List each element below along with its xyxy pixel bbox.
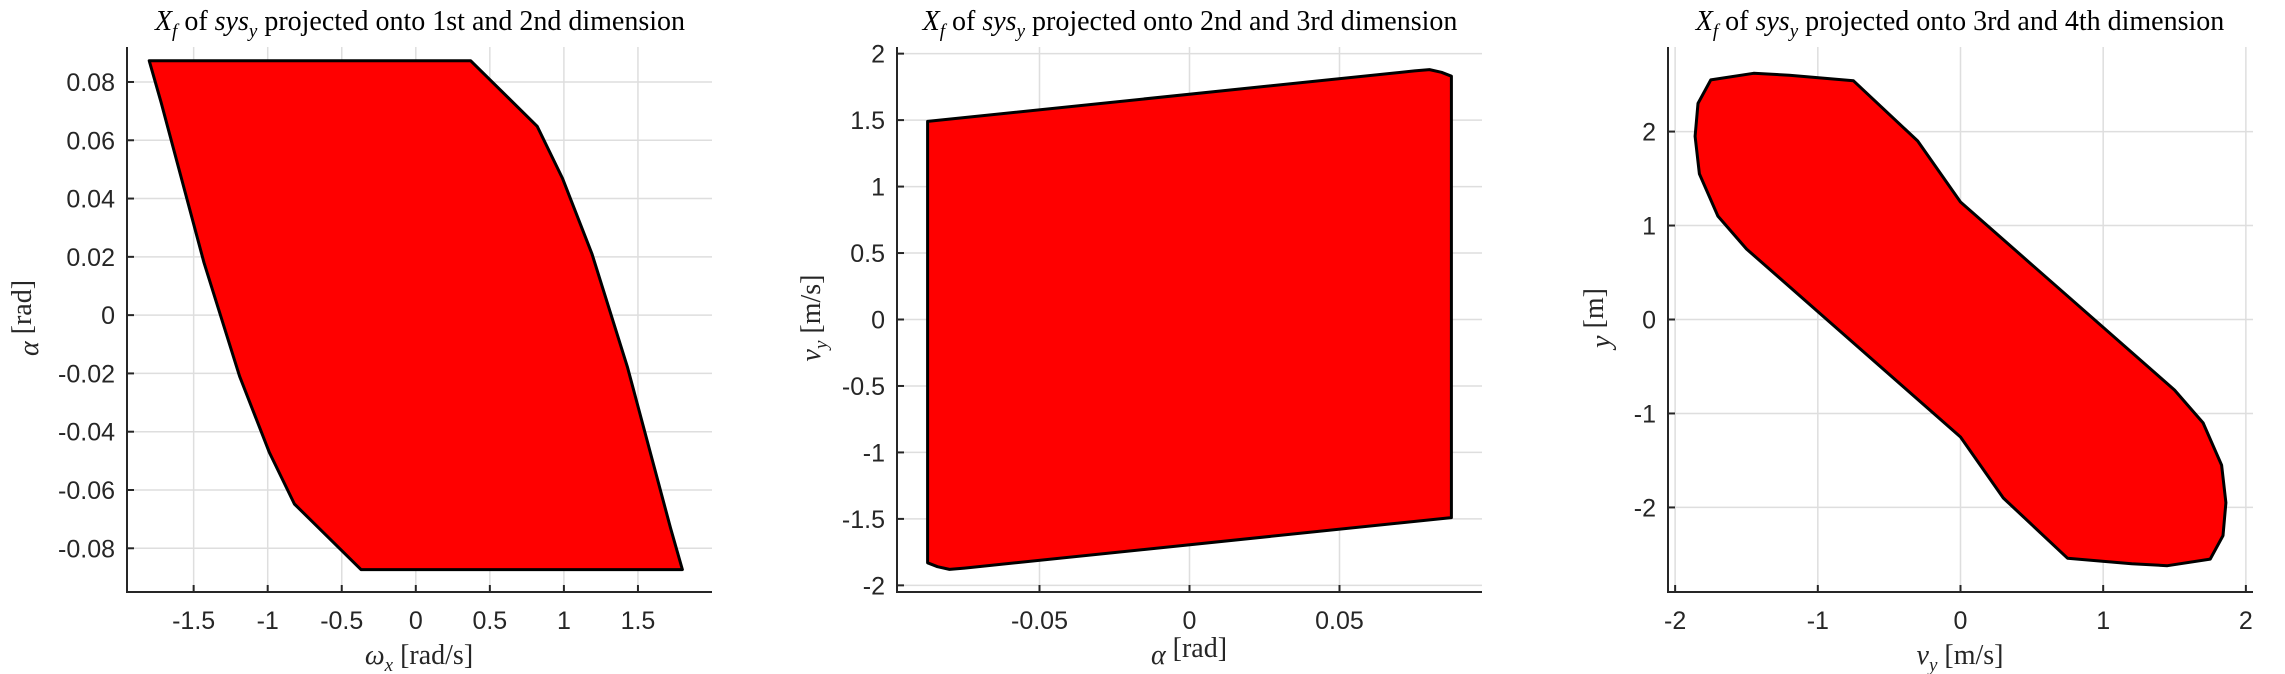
- subplot-2-xlabel: α [rad]: [1151, 633, 1227, 671]
- subplot-1-ytick-label-3: -0.02: [58, 360, 115, 388]
- subplot-1-xtick-label-1: -1: [257, 607, 279, 635]
- subplot-1-xtick-label-5: 1: [557, 607, 571, 635]
- subplot-2-ticks: -0.05 0 0.05 -2 -1.5 -1 -0.5 0 0.5 1 1.5 2: [842, 41, 1364, 635]
- subplot-1-xtick-label-2: -0.5: [320, 607, 363, 635]
- subplot-3-ylabel: y [m]: [1579, 288, 1617, 351]
- subplot-2-ytick-label-6: 1: [871, 174, 885, 202]
- subplot-2-xtick-label-2: 0.05: [1315, 607, 1364, 635]
- subplot-2: Xf of sysy projected onto 2nd and 3rd di…: [796, 6, 1482, 671]
- subplot-3-xtick-label-2: 0: [1954, 607, 1968, 635]
- subplot-1-ytick-label-8: 0.08: [66, 69, 115, 97]
- subplot-1-xtick-label-4: 0.5: [472, 607, 507, 635]
- subplot-1-xtick-label-0: -1.5: [172, 607, 215, 635]
- subplot-3-ytick-label-3: 1: [1642, 213, 1656, 241]
- subplot-1-ytick-label-2: -0.04: [58, 419, 115, 447]
- subplot-2-ytick-label-8: 2: [871, 41, 885, 69]
- subplot-3-xtick-label-1: -1: [1807, 607, 1829, 635]
- subplot-3-ticks: -2 -1 0 1 2 -2 -1 0 1 2: [1634, 119, 2253, 635]
- subplot-1-xtick-label-6: 1.5: [621, 607, 656, 635]
- subplot-1-ytick-label-5: 0.02: [66, 244, 115, 272]
- subplot-3-ytick-label-0: -2: [1634, 494, 1656, 522]
- subplot-3-xlabel: vy [m/s]: [1917, 640, 2004, 674]
- subplot-3-axes: [1667, 47, 2253, 593]
- subplot-3-region: [1693, 71, 2228, 568]
- subplot-3-ytick-label-2: 0: [1642, 307, 1656, 335]
- subplot-1-xlabel: ωx [rad/s]: [365, 640, 473, 674]
- subplot-2-ytick-label-0: -2: [863, 572, 885, 600]
- subplot-2-xtick-label-0: -0.05: [1011, 607, 1068, 635]
- subplot-2-ytick-label-3: -0.5: [842, 373, 885, 401]
- subplot-1-ticks: -1.5 -1 -0.5 0 0.5 1 1.5 -0.08 -0.06 -0.04 -0.02 0 0…: [58, 69, 655, 635]
- subplot-1-ytick-label-1: -0.06: [58, 477, 115, 505]
- subplot-2-ytick-label-1: -1.5: [842, 506, 885, 534]
- subplot-1-ytick-label-6: 0.04: [66, 186, 115, 214]
- subplot-2-axes: [896, 47, 1482, 593]
- subplot-2-ylabel: vy [m/s]: [796, 275, 832, 362]
- subplot-3-xtick-label-0: -2: [1664, 607, 1686, 635]
- subplot-3-ytick-label-4: 2: [1642, 119, 1656, 147]
- subplot-2-ytick-label-4: 0: [871, 307, 885, 335]
- subplot-1-axes: [126, 47, 712, 593]
- subplot-3-title: Xf of sysy projected onto 3rd and 4th di…: [1695, 6, 2225, 42]
- subplot-1-region: [147, 59, 684, 572]
- subplot-3: Xf of sysy projected onto 3rd and 4th di…: [1579, 6, 2253, 674]
- subplot-2-ytick-label-5: 0.5: [850, 240, 885, 268]
- subplot-1-ytick-label-0: -0.08: [58, 535, 115, 563]
- subplot-1: Xf of sysy projected onto 1st and 2nd di…: [7, 6, 712, 674]
- subplot-1-ytick-label-7: 0.06: [66, 127, 115, 155]
- subplot-1-title: Xf of sysy projected onto 1st and 2nd di…: [154, 6, 685, 42]
- subplot-1-xtick-label-3: 0: [409, 607, 423, 635]
- subplot-1-ylabel: α [rad]: [7, 280, 45, 356]
- subplot-1-ytick-label-4: 0: [101, 302, 115, 330]
- subplot-2-title: Xf of sysy projected onto 2nd and 3rd di…: [922, 6, 1458, 42]
- subplot-3-xtick-label-3: 1: [2096, 607, 2110, 635]
- subplot-2-xtick-label-1: 0: [1183, 607, 1197, 635]
- subplot-2-ytick-label-7: 1.5: [850, 107, 885, 135]
- subplot-2-region: [926, 68, 1453, 571]
- subplot-2-ytick-label-2: -1: [863, 439, 885, 467]
- subplot-3-ytick-label-1: -1: [1634, 400, 1656, 428]
- subplot-3-xtick-label-4: 2: [2239, 607, 2253, 635]
